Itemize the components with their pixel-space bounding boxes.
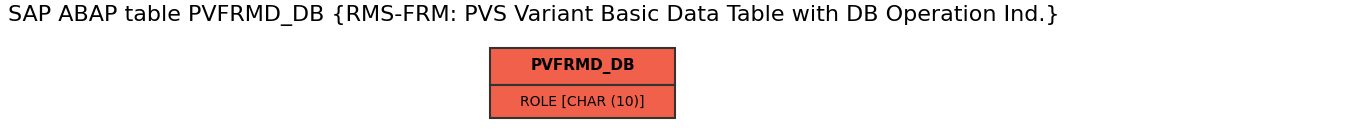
Text: PVFRMD_DB: PVFRMD_DB	[530, 58, 635, 74]
Text: SAP ABAP table PVFRMD_DB {RMS-FRM: PVS Variant Basic Data Table with DB Operatio: SAP ABAP table PVFRMD_DB {RMS-FRM: PVS V…	[8, 5, 1059, 26]
Text: ROLE [CHAR (10)]: ROLE [CHAR (10)]	[521, 95, 644, 109]
Bar	[490, 48, 675, 85]
Bar	[490, 85, 675, 118]
